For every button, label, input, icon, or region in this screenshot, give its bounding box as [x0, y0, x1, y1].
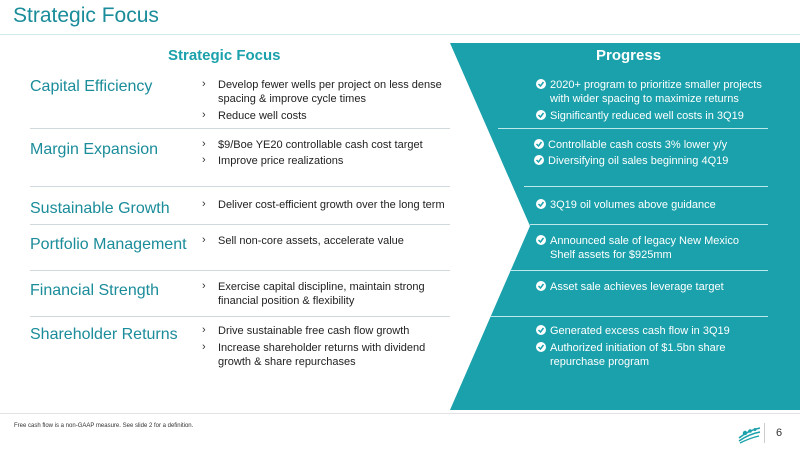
check-circle-icon: [534, 155, 544, 165]
check-circle-icon: [534, 139, 544, 149]
caret-right-icon: ›: [202, 198, 206, 210]
row-divider: [30, 128, 450, 129]
footer-separator: [764, 423, 765, 443]
row-divider: [30, 186, 450, 187]
row-divider: [524, 186, 768, 187]
row-label-sustainable-growth: Sustainable Growth: [30, 200, 170, 217]
check-circle-icon: [536, 281, 546, 291]
footer-divider: [0, 413, 800, 414]
slide-title: Strategic Focus: [13, 4, 159, 27]
company-logo-icon: [738, 427, 761, 444]
footnote: Free cash flow is a non-GAAP measure. Se…: [14, 423, 194, 429]
row-divider: [498, 128, 768, 129]
check-circle-icon: [536, 235, 546, 245]
check-circle-icon: [536, 325, 546, 335]
row-divider: [530, 224, 768, 225]
check-circle-icon: [536, 79, 546, 89]
check-circle-icon: [536, 110, 546, 120]
row-label-margin-expansion: Margin Expansion: [30, 141, 159, 158]
row-divider: [30, 224, 450, 225]
caret-right-icon: ›: [202, 109, 206, 121]
row-divider: [30, 316, 450, 317]
caret-right-icon: ›: [202, 234, 206, 246]
row-divider: [490, 316, 768, 317]
row-label-portfolio-management: Portfolio Management: [30, 236, 187, 253]
row-divider: [510, 270, 768, 271]
title-divider: [0, 34, 800, 35]
check-circle-icon: [536, 199, 546, 209]
row-label-financial-strength: Financial Strength: [30, 282, 159, 299]
check-circle-icon: [536, 342, 546, 352]
strategic-focus-header: Strategic Focus: [168, 47, 281, 64]
caret-right-icon: ›: [202, 280, 206, 292]
row-label-capital-efficiency: Capital Efficiency: [30, 78, 153, 95]
caret-right-icon: ›: [202, 341, 206, 353]
caret-right-icon: ›: [202, 154, 206, 166]
caret-right-icon: ›: [202, 78, 206, 90]
row-label-shareholder-returns: Shareholder Returns: [30, 326, 178, 343]
caret-right-icon: ›: [202, 138, 206, 150]
caret-right-icon: ›: [202, 324, 206, 336]
row-divider: [30, 270, 450, 271]
page-number: 6: [776, 427, 783, 439]
progress-header: Progress: [596, 47, 662, 64]
